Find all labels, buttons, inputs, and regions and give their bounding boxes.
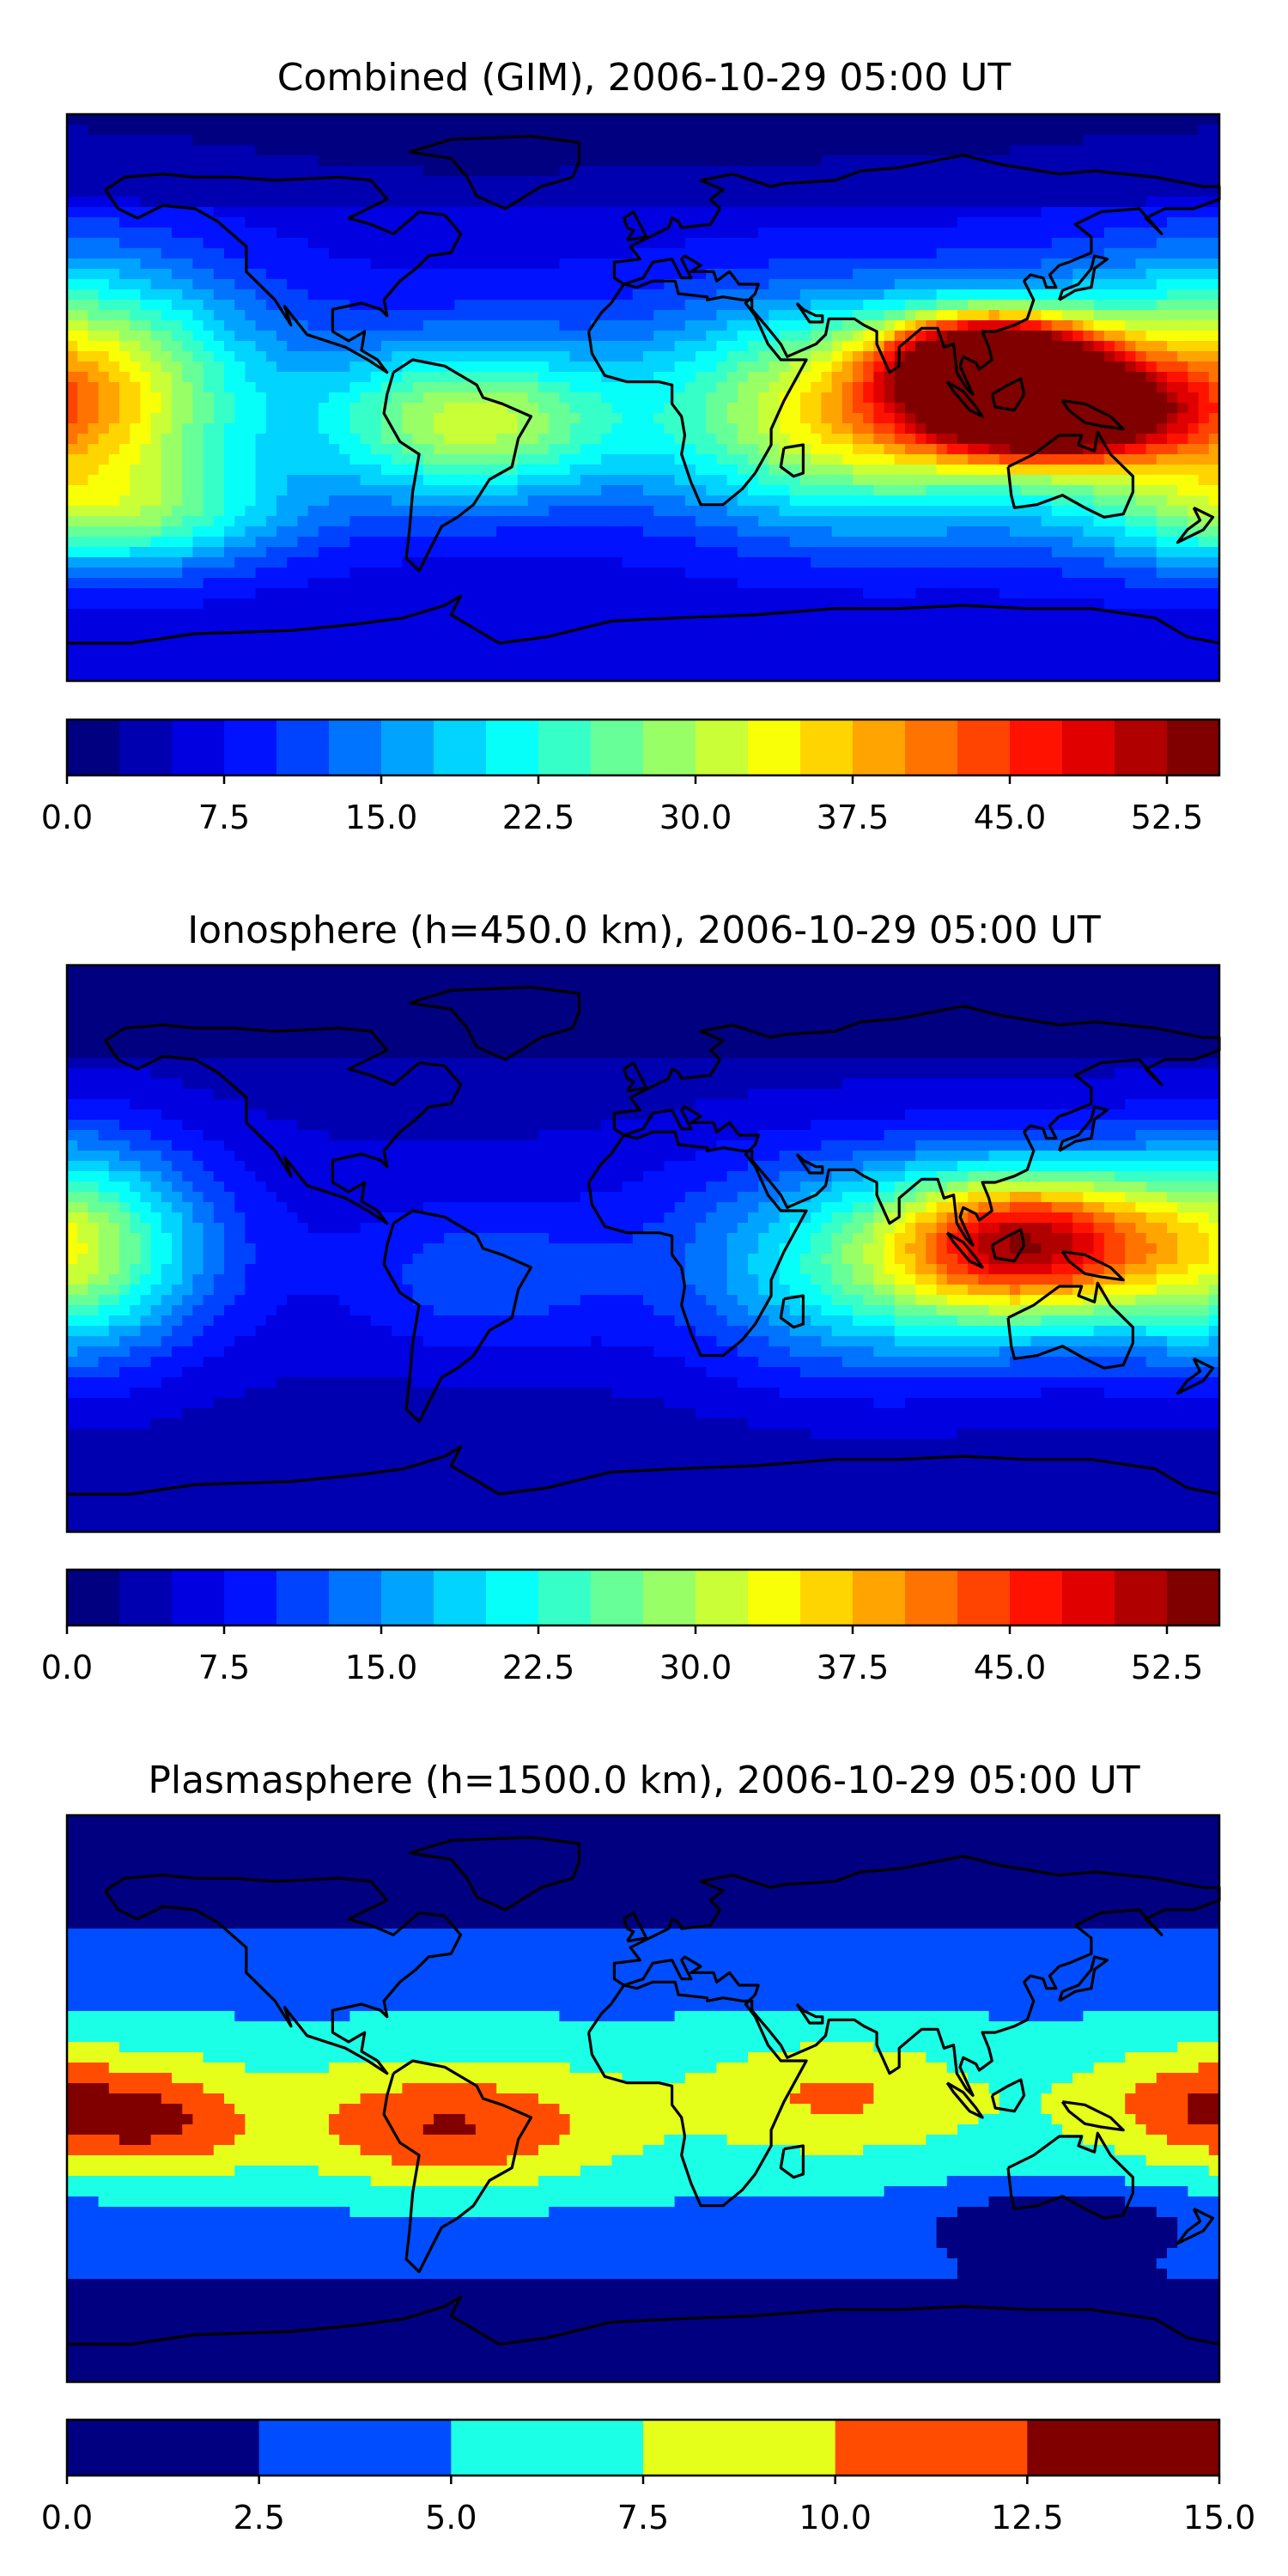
colorbar-tick-label: 12.5 bbox=[991, 2499, 1064, 2537]
coastline-north-america bbox=[104, 1874, 463, 2075]
colorbar-tick-label: 7.5 bbox=[198, 1649, 250, 1686]
colorbar-tick-label: 22.5 bbox=[502, 1649, 575, 1686]
colorbar-ionosphere: 0.0 7.5 15.0 22.5 30.0 37.5 45.0 52.5 bbox=[41, 1568, 1221, 1686]
coastline-north-america bbox=[104, 1024, 463, 1225]
map-panel-plasmasphere bbox=[65, 1814, 1221, 2384]
map-title-combined: Combined (GIM), 2006-10-29 05:00 UT bbox=[277, 56, 1012, 100]
coastline-greenland bbox=[409, 135, 581, 210]
coastline-australia bbox=[1006, 2131, 1135, 2220]
coastline-new-guinea bbox=[1060, 399, 1125, 431]
coastline-madagascar bbox=[779, 2144, 805, 2179]
coastline-japan bbox=[1058, 1105, 1109, 1152]
colorbar-tick-label: 37.5 bbox=[817, 799, 890, 836]
colorbar-tick-label: 0.0 bbox=[41, 799, 93, 836]
coastline-arabian-gulf bbox=[795, 301, 824, 324]
coastline-south-america bbox=[382, 2059, 533, 2274]
coastline-north-america bbox=[104, 173, 463, 374]
coastline-arabian-gulf bbox=[795, 2002, 824, 2025]
colorbar-tick-label: 7.5 bbox=[617, 2499, 669, 2537]
colorbar-tick-label: 15.0 bbox=[345, 1649, 418, 1686]
coastline-afro-eurasia bbox=[587, 1005, 1221, 1358]
coastlines bbox=[67, 1836, 1221, 2346]
colorbar-tick-label: 52.5 bbox=[1131, 799, 1204, 836]
coastline-antarctica bbox=[67, 594, 1220, 645]
colorbar-tick-label: 2.5 bbox=[233, 2499, 284, 2537]
colorbar-tick-label: 15.0 bbox=[1183, 2499, 1256, 2537]
colorbar-tick-label: 30.0 bbox=[659, 1649, 732, 1686]
colorbar-combined: 0.0 7.5 15.0 22.5 30.0 37.5 45.0 52.5 bbox=[41, 718, 1221, 836]
colorbar-tick-label: 0.0 bbox=[41, 2499, 93, 2537]
coastline-japan bbox=[1058, 254, 1109, 301]
coastline-uk bbox=[622, 1061, 648, 1093]
coastline-sumatra bbox=[945, 380, 984, 418]
map-title-plasmasphere: Plasmasphere (h=1500.0 km), 2006-10-29 0… bbox=[148, 1759, 1139, 1802]
colorbar-tick-label: 45.0 bbox=[974, 799, 1047, 836]
colorbar-tick-label: 30.0 bbox=[659, 799, 732, 836]
coastline-new-guinea bbox=[1060, 1250, 1125, 1282]
coastline-new-guinea bbox=[1060, 2100, 1125, 2132]
map-frame bbox=[65, 963, 1221, 1534]
colorbar-plasmasphere: 0.0 2.5 5.0 7.5 10.0 12.5 15.0 bbox=[41, 2418, 1256, 2537]
coastlines bbox=[67, 135, 1221, 645]
coastline-greenland bbox=[409, 986, 581, 1061]
coastline-borneo bbox=[990, 377, 1026, 412]
coastline-australia bbox=[1006, 1281, 1135, 1370]
colorbar-tick-label: 45.0 bbox=[974, 1649, 1047, 1686]
map-panel-combined bbox=[65, 112, 1221, 683]
coastline-borneo bbox=[990, 2078, 1026, 2113]
map-panel-ionosphere bbox=[65, 963, 1221, 1534]
coastline-afro-eurasia bbox=[587, 154, 1221, 507]
coastline-south-america bbox=[382, 358, 533, 573]
colorbar-tick-label: 22.5 bbox=[502, 799, 575, 836]
coastline-japan bbox=[1058, 1955, 1109, 2002]
coastline-madagascar bbox=[779, 443, 805, 478]
coastline-arabian-gulf bbox=[795, 1152, 824, 1175]
coastline-greenland bbox=[409, 1836, 581, 1911]
colorbar-tick-label: 15.0 bbox=[345, 799, 418, 836]
coastline-south-america bbox=[382, 1209, 533, 1424]
coastlines bbox=[67, 986, 1221, 1496]
coastline-uk bbox=[622, 1911, 648, 1943]
coastline-uk bbox=[622, 210, 648, 242]
map-frame bbox=[65, 112, 1221, 683]
coastline-antarctica bbox=[67, 1445, 1220, 1496]
map-title-ionosphere: Ionosphere (h=450.0 km), 2006-10-29 05:0… bbox=[187, 908, 1101, 952]
colorbar-tick-label: 0.0 bbox=[41, 1649, 93, 1686]
map-frame bbox=[65, 1814, 1221, 2384]
colorbar-tick-label: 7.5 bbox=[198, 799, 250, 836]
coastline-sumatra bbox=[945, 1231, 984, 1269]
coastline-afro-eurasia bbox=[587, 1855, 1221, 2208]
coastline-new-zealand bbox=[1176, 506, 1215, 544]
coastline-borneo bbox=[990, 1228, 1026, 1263]
coastline-sumatra bbox=[945, 2081, 984, 2119]
coastline-new-zealand bbox=[1176, 1357, 1215, 1395]
coastline-madagascar bbox=[779, 1294, 805, 1329]
coastline-new-zealand bbox=[1176, 2207, 1215, 2245]
colorbar-tick-label: 5.0 bbox=[425, 2499, 477, 2537]
colorbar-tick-label: 37.5 bbox=[817, 1649, 890, 1686]
coastline-antarctica bbox=[67, 2295, 1220, 2346]
coastline-australia bbox=[1006, 430, 1135, 519]
colorbar-tick-label: 52.5 bbox=[1131, 1649, 1204, 1686]
colorbar-tick-label: 10.0 bbox=[799, 2499, 872, 2537]
